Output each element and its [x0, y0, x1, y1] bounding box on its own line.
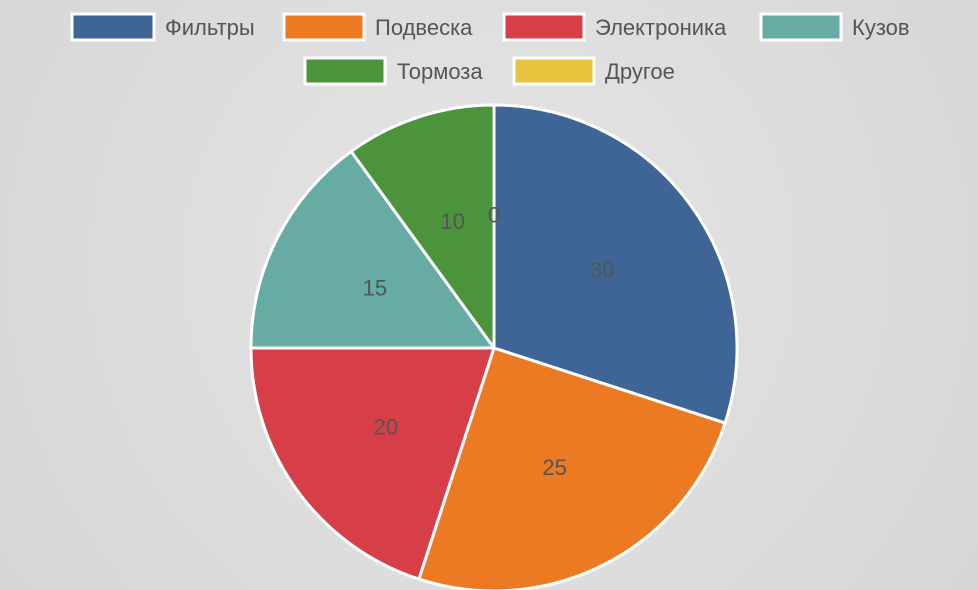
legend-item-suspension[interactable]: Подвеска	[282, 12, 473, 42]
legend-item-filters[interactable]: Фильтры	[70, 12, 255, 42]
data-label-filters: 30	[590, 257, 614, 282]
legend-item-brakes[interactable]: Тормоза	[303, 56, 483, 86]
legend-swatch-suspension	[282, 12, 366, 42]
legend-item-body[interactable]: Кузов	[759, 12, 910, 42]
legend-label-other: Другое	[605, 59, 675, 84]
data-label-brakes: 10	[440, 209, 464, 234]
legend-swatch-brakes	[303, 56, 387, 86]
data-label-suspension: 25	[542, 455, 566, 480]
legend-label-body: Кузов	[852, 15, 910, 40]
data-label-body: 15	[363, 275, 387, 300]
legend-label-brakes: Тормоза	[397, 59, 483, 84]
data-label-other: 0	[488, 202, 500, 227]
legend: Фильтры Подвеска Электроника Кузов Тормо…	[70, 12, 910, 86]
legend-swatch-electronics	[502, 12, 586, 42]
legend-item-other[interactable]: Другое	[512, 56, 675, 86]
legend-item-electronics[interactable]: Электроника	[502, 12, 727, 42]
pie-slices	[249, 103, 739, 590]
data-label-electronics: 20	[374, 415, 398, 440]
pie-data-labels: 30 25 20 15 10 0	[363, 202, 615, 480]
pie-slice-electronics[interactable]	[249, 346, 496, 581]
pie-slice-body[interactable]	[249, 149, 496, 350]
legend-swatch-filters	[70, 12, 156, 42]
pie-slice-filters[interactable]	[492, 103, 739, 425]
legend-swatch-body	[759, 12, 843, 42]
legend-label-suspension: Подвеска	[375, 15, 473, 40]
pie-slice-suspension[interactable]	[417, 346, 727, 590]
legend-label-filters: Фильтры	[165, 15, 255, 40]
pie-slice-brakes[interactable]	[349, 103, 496, 350]
legend-label-electronics: Электроника	[595, 15, 727, 40]
legend-swatch-other	[512, 56, 596, 86]
